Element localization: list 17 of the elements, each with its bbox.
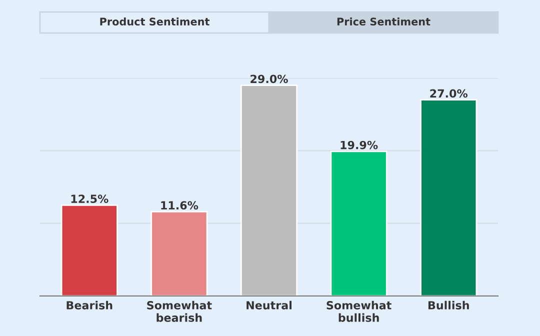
bar: [240, 84, 298, 296]
data-label: 12.5%: [71, 194, 108, 204]
bar: [420, 99, 478, 296]
bar: [60, 204, 118, 296]
bar: [330, 150, 388, 296]
data-label: 19.9%: [340, 140, 378, 150]
text: Product Sentiment: [100, 17, 210, 26]
x-tick-label: Somewhat bearish: [147, 300, 212, 322]
data-label: 11.6%: [161, 201, 198, 210]
bar: [150, 211, 208, 296]
data-label: 27.0%: [430, 89, 468, 98]
x-tick-label: Somewhat bullish: [326, 300, 392, 322]
data-label: 29.0%: [250, 74, 288, 84]
x-tick-label: Bearish: [66, 300, 112, 310]
x-tick-label: Bullish: [428, 300, 469, 310]
text: Price Sentiment: [337, 17, 430, 26]
x-tick-label: Neutral: [246, 300, 292, 310]
